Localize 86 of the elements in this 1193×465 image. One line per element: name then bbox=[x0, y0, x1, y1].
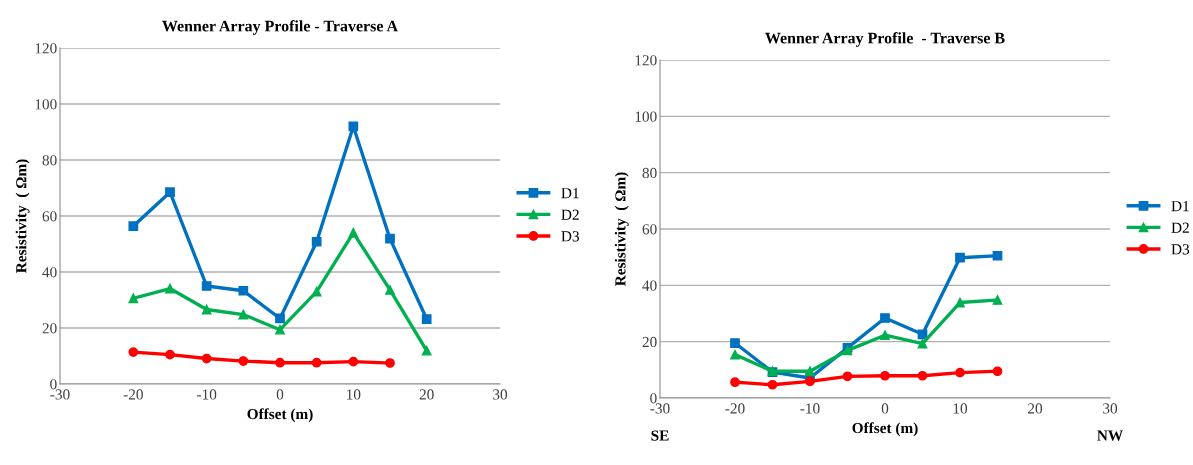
point bbox=[730, 338, 740, 348]
point bbox=[311, 236, 322, 247]
x-axis-title: Offset (m) bbox=[247, 408, 313, 423]
point bbox=[767, 379, 778, 390]
legend-label: D1 bbox=[561, 188, 579, 199]
x-tick-label: -10 bbox=[197, 389, 217, 400]
x-tick-label: -30 bbox=[50, 389, 70, 400]
point bbox=[992, 250, 1003, 261]
point bbox=[385, 233, 395, 244]
point bbox=[917, 338, 928, 349]
point bbox=[955, 252, 965, 263]
point bbox=[917, 329, 928, 340]
y-tick-label: 60 bbox=[42, 211, 57, 222]
point bbox=[805, 376, 815, 387]
point bbox=[201, 281, 212, 291]
y-tick-label: 100 bbox=[35, 99, 57, 110]
x-axis-title: Offset (m) bbox=[852, 422, 918, 437]
point bbox=[385, 285, 395, 295]
legend-label: D3 bbox=[561, 231, 579, 242]
y-tick-label: 80 bbox=[642, 167, 657, 179]
y-tick-label: 40 bbox=[642, 280, 657, 291]
point bbox=[275, 313, 285, 324]
point bbox=[165, 187, 175, 198]
point bbox=[348, 356, 359, 367]
point bbox=[165, 349, 175, 360]
point bbox=[880, 330, 890, 341]
point bbox=[730, 377, 740, 388]
point bbox=[955, 367, 965, 378]
point bbox=[238, 356, 249, 366]
x-tick-label: 0 bbox=[276, 389, 284, 400]
y-tick-label: 120 bbox=[635, 55, 657, 66]
x-tick-label: 0 bbox=[881, 403, 889, 414]
x-tick-label: 30 bbox=[1103, 403, 1118, 414]
y-axis-title: Resistivity ( Ωm) bbox=[15, 159, 30, 273]
text: NW bbox=[1097, 430, 1123, 441]
y-tick-label: 100 bbox=[635, 111, 657, 122]
text: SE bbox=[651, 430, 669, 441]
point bbox=[955, 297, 965, 308]
point bbox=[421, 345, 432, 356]
point bbox=[385, 358, 395, 368]
point bbox=[201, 304, 212, 315]
x-tick-label: 20 bbox=[419, 389, 434, 400]
y-tick-label: 20 bbox=[642, 336, 657, 348]
point bbox=[165, 283, 175, 294]
y-tick-label: 120 bbox=[35, 43, 57, 54]
legend-label: D3 bbox=[1171, 244, 1190, 255]
point bbox=[238, 309, 249, 320]
point bbox=[421, 314, 432, 324]
x-tick-label: 20 bbox=[1028, 403, 1043, 414]
y-axis-title: Resistivity ( Ωm) bbox=[614, 172, 629, 286]
point bbox=[880, 313, 890, 323]
point bbox=[128, 347, 139, 357]
point bbox=[805, 366, 815, 377]
point bbox=[730, 349, 740, 360]
point bbox=[275, 357, 285, 368]
x-tick-label: 10 bbox=[953, 403, 968, 414]
point bbox=[992, 366, 1003, 377]
legend-label: D2 bbox=[1171, 222, 1189, 233]
x-tick-label: -20 bbox=[725, 403, 745, 414]
y-tick-label: 20 bbox=[42, 323, 57, 334]
point bbox=[348, 121, 359, 132]
point bbox=[842, 371, 853, 382]
legend-label: D1 bbox=[1171, 201, 1189, 212]
point bbox=[311, 286, 322, 297]
x-tick-label: 30 bbox=[493, 389, 508, 400]
y-tick-label: 40 bbox=[42, 267, 57, 278]
chart-title: Wenner Array Profile - Traverse A bbox=[162, 20, 398, 35]
y-tick-label: 80 bbox=[42, 155, 57, 166]
point bbox=[275, 324, 285, 335]
point bbox=[128, 293, 139, 304]
point bbox=[238, 285, 249, 296]
x-tick-label: 10 bbox=[347, 389, 361, 400]
point bbox=[917, 370, 928, 381]
point bbox=[311, 357, 322, 368]
point bbox=[992, 295, 1003, 305]
point bbox=[201, 353, 212, 364]
point bbox=[880, 370, 890, 381]
point bbox=[128, 221, 139, 231]
y-tick-label: 0 bbox=[50, 379, 57, 390]
y-tick-label: 60 bbox=[642, 224, 657, 235]
point bbox=[348, 227, 359, 238]
x-tick-label: -20 bbox=[123, 389, 143, 400]
legend-label: D2 bbox=[561, 209, 579, 220]
x-tick-label: -10 bbox=[800, 403, 820, 414]
chart-title: Wenner Array Profile - Traverse B bbox=[765, 32, 1005, 47]
x-tick-label: -30 bbox=[650, 403, 670, 414]
